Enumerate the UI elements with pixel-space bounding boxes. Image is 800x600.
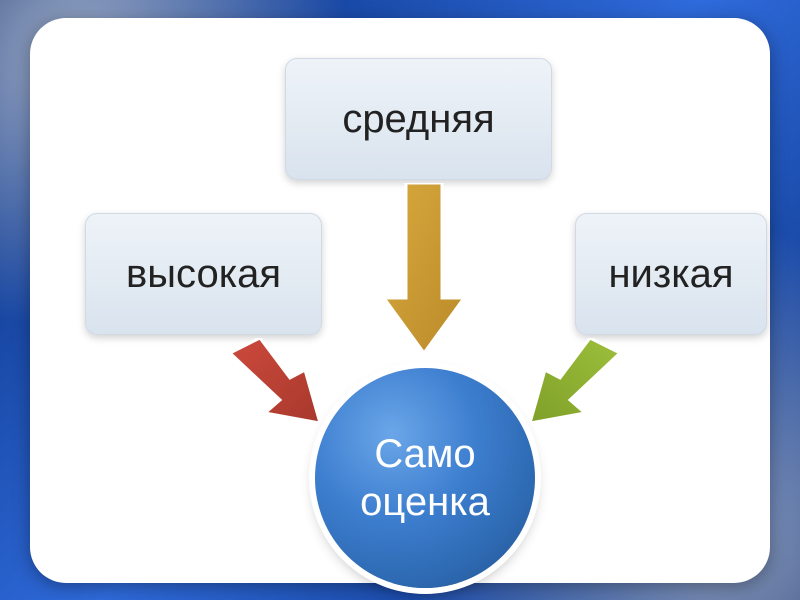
box-right-label: низкая xyxy=(608,252,733,297)
box-top: средняя xyxy=(285,58,552,180)
arrow-center xyxy=(384,183,464,353)
slide-background: средняя высокая низкая xyxy=(0,0,800,600)
circle-label-line2: оценка xyxy=(360,478,490,526)
box-left-label: высокая xyxy=(126,252,281,297)
central-circle: Само оценка xyxy=(315,368,535,588)
circle-label-line1: Само xyxy=(374,430,475,478)
box-left: высокая xyxy=(85,213,322,335)
content-panel: средняя высокая низкая xyxy=(30,18,770,583)
box-top-label: средняя xyxy=(342,97,494,142)
arrow-right xyxy=(530,338,620,423)
arrow-left xyxy=(230,338,320,423)
box-right: низкая xyxy=(575,213,767,335)
